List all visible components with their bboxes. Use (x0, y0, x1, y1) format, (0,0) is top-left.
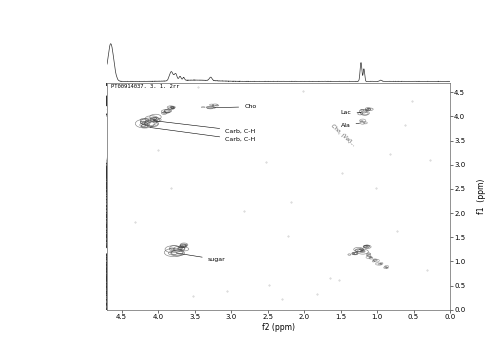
Text: PT00914037. 3. 1. 2rr: PT00914037. 3. 1. 2rr (110, 84, 179, 89)
Text: Ala: Ala (340, 122, 359, 128)
Text: Carb, C-H: Carb, C-H (154, 121, 256, 133)
Text: Carb, C-H: Carb, C-H (150, 127, 256, 142)
Y-axis label: f1  (ppm): f1 (ppm) (476, 179, 486, 214)
X-axis label: f2 (ppm): f2 (ppm) (262, 323, 295, 332)
Text: Cho: Cho (214, 104, 256, 109)
Text: sugar: sugar (177, 253, 226, 262)
Text: Lac: Lac (340, 110, 361, 115)
Text: Cho, (Val)...: Cho, (Val)... (330, 123, 356, 147)
